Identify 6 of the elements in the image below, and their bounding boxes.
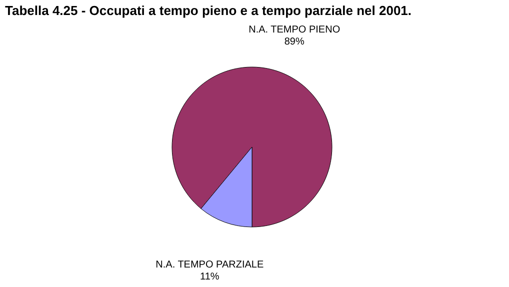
data-label: 89% bbox=[284, 36, 304, 48]
pie-slice bbox=[172, 66, 332, 228]
data-label: 11% bbox=[200, 272, 220, 283]
chart-title: Tabella 4.25 - Occupati a tempo pieno e a tempo parziale nel 2001. bbox=[5, 3, 412, 18]
slice-label: N.A. TEMPO PARZIALE bbox=[156, 260, 264, 271]
slice-label: N.A. TEMPO PIENO bbox=[248, 24, 340, 36]
